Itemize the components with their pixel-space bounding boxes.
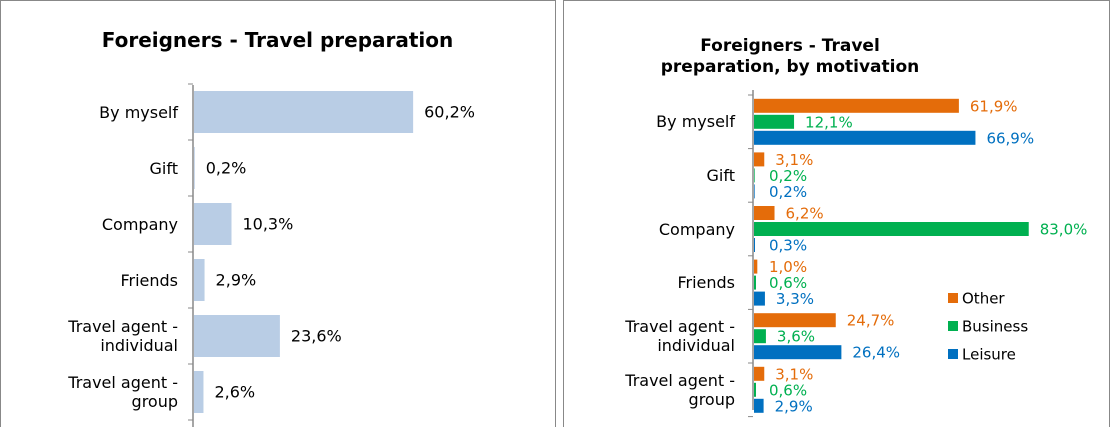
bar (754, 291, 765, 306)
category-label: Travel agent - individual (625, 317, 735, 356)
bar (194, 315, 280, 357)
value-label: 12,1% (805, 113, 853, 131)
bar (754, 184, 755, 199)
legend-swatch (948, 349, 958, 359)
value-label: 2,6% (214, 383, 255, 402)
value-label: 26,4% (852, 344, 900, 362)
value-label: 60,2% (424, 103, 475, 122)
category-label: Travel agent - individual (68, 317, 178, 355)
category-label: Friends (677, 273, 735, 293)
category-label: Gift (149, 158, 178, 178)
bar (754, 345, 842, 360)
value-label: 2,9% (775, 397, 813, 415)
value-label: 83,0% (1040, 221, 1088, 239)
value-label: 0,6% (769, 274, 807, 292)
value-label: 1,0% (769, 258, 807, 276)
bar (754, 382, 756, 397)
value-label: 0,2% (769, 183, 807, 201)
value-label: 24,7% (847, 312, 895, 330)
bar (754, 152, 765, 167)
category-label: Travel agent - group (625, 370, 735, 409)
bar (754, 313, 836, 328)
value-label: 3,3% (776, 290, 814, 308)
bar (754, 168, 755, 183)
value-label: 0,2% (769, 167, 807, 185)
bar (754, 275, 756, 290)
category-label: Gift (706, 165, 735, 185)
bar (194, 203, 232, 245)
value-label: 0,2% (206, 159, 247, 178)
chart-title: Foreigners - Travel preparation (101, 28, 454, 52)
legend-label: Business (962, 318, 1028, 336)
bar (754, 366, 765, 381)
value-label: 2,9% (216, 271, 257, 290)
bar (194, 259, 205, 301)
bar (194, 147, 195, 189)
value-label: 10,3% (242, 215, 293, 234)
legend-label: Leisure (962, 346, 1016, 364)
bar (754, 114, 795, 129)
legend-swatch (948, 293, 958, 303)
category-label: Company (658, 219, 735, 239)
value-label: 3,1% (775, 151, 813, 169)
legend-swatch (948, 321, 958, 331)
bar (754, 98, 959, 113)
category-label: By myself (99, 102, 178, 122)
bar (754, 222, 1029, 236)
category-label: By myself (656, 112, 735, 132)
category-label: Company (101, 214, 178, 234)
legend-label: Other (962, 290, 1005, 308)
value-label: 3,6% (777, 328, 815, 346)
category-label: Friends (120, 270, 178, 290)
bar (754, 130, 976, 145)
category-label: Travel agent - group (68, 373, 178, 411)
value-label: 0,3% (769, 237, 807, 255)
bar (754, 238, 755, 252)
panel-frame (0, 0, 556, 427)
bar (194, 371, 204, 413)
chart-title: Foreigners - Travel preparation, by moti… (660, 36, 920, 77)
value-label: 61,9% (970, 97, 1018, 115)
value-label: 23,6% (291, 327, 342, 346)
bar (754, 259, 758, 274)
bar (194, 91, 414, 133)
value-label: 66,9% (986, 129, 1034, 147)
bar (754, 329, 766, 344)
bar (754, 206, 775, 220)
bar (754, 398, 764, 413)
value-label: 6,2% (786, 205, 824, 223)
value-label: 3,1% (775, 365, 813, 383)
value-label: 0,6% (769, 381, 807, 399)
